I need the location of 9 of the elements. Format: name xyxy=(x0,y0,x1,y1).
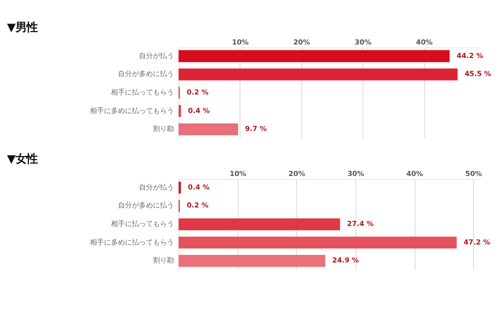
bar xyxy=(178,50,450,62)
bar xyxy=(178,68,458,80)
text: ▼女性 xyxy=(6,151,38,166)
bar xyxy=(178,105,182,117)
text: ▼男性 xyxy=(6,20,38,34)
bar xyxy=(178,236,457,249)
bar xyxy=(178,218,340,230)
bar xyxy=(178,254,326,267)
bar xyxy=(178,123,238,136)
